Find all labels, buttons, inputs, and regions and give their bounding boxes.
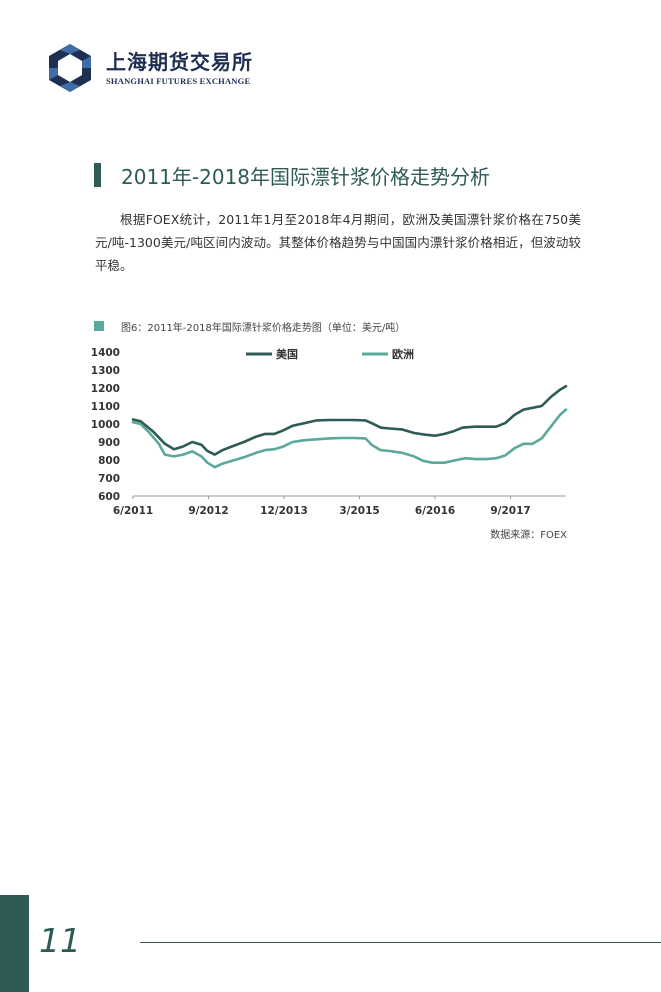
x-tick-label: 6/2011 bbox=[113, 505, 153, 517]
figure-caption: 图6：2011年-2018年国际漂针浆价格走势图（单位：美元/吨） bbox=[121, 323, 406, 334]
y-tick-label: 1200 bbox=[91, 383, 120, 395]
legend-label: 美国 bbox=[276, 347, 298, 361]
hexagon-ring-icon bbox=[49, 44, 91, 92]
x-tick-label: 9/2012 bbox=[188, 505, 228, 517]
x-tick-label: 6/2016 bbox=[415, 505, 455, 517]
legend-label: 欧洲 bbox=[392, 347, 414, 361]
x-tick-label: 12/2013 bbox=[260, 505, 308, 517]
y-tick-label: 800 bbox=[98, 455, 120, 467]
y-tick-label: 600 bbox=[98, 491, 120, 503]
footer-rule bbox=[140, 942, 661, 943]
chart-legend: 美国 欧洲 bbox=[246, 347, 414, 361]
y-tick-label: 900 bbox=[98, 437, 120, 449]
y-tick-label: 1400 bbox=[91, 347, 120, 359]
series-layer bbox=[131, 384, 568, 469]
section-title: 2011年-2018年国际漂针浆价格走势分析 bbox=[121, 165, 491, 189]
x-tick-label: 3/2015 bbox=[339, 505, 379, 517]
logo-english-name: SHANGHAI FUTURES EXCHANGE bbox=[106, 76, 251, 86]
page-number-block bbox=[0, 895, 29, 992]
series-line-1 bbox=[131, 408, 568, 469]
price-line-chart: 600 700 800 900 1000 1100 1200 1300 1400 6/2011 9… bbox=[91, 347, 568, 517]
exchange-logo: 上海期货交易所 SHANGHAI FUTURES EXCHANGE bbox=[44, 42, 252, 92]
y-axis: 600 700 800 900 1000 1100 1200 1300 1400 bbox=[91, 347, 120, 503]
heading-accent-bar bbox=[94, 163, 101, 187]
y-tick-label: 1000 bbox=[91, 419, 120, 431]
x-axis: 6/2011 9/2012 12/2013 3/2015 6/2016 9/2017 bbox=[113, 495, 566, 517]
y-tick-label: 700 bbox=[98, 473, 120, 485]
data-source: 数据来源：FOEX bbox=[490, 530, 567, 541]
section-paragraph: 根据FOEX统计，2011年1月至2018年4月期间，欧洲及美国漂针浆价格在75… bbox=[95, 212, 581, 273]
caption-marker bbox=[94, 321, 104, 331]
y-tick-label: 1100 bbox=[91, 401, 120, 413]
page-number: 11 bbox=[39, 921, 81, 960]
y-tick-label: 1300 bbox=[91, 365, 120, 377]
logo-chinese-name: 上海期货交易所 bbox=[106, 50, 253, 74]
x-tick-label: 9/2017 bbox=[490, 505, 530, 517]
series-line-0 bbox=[131, 384, 568, 456]
